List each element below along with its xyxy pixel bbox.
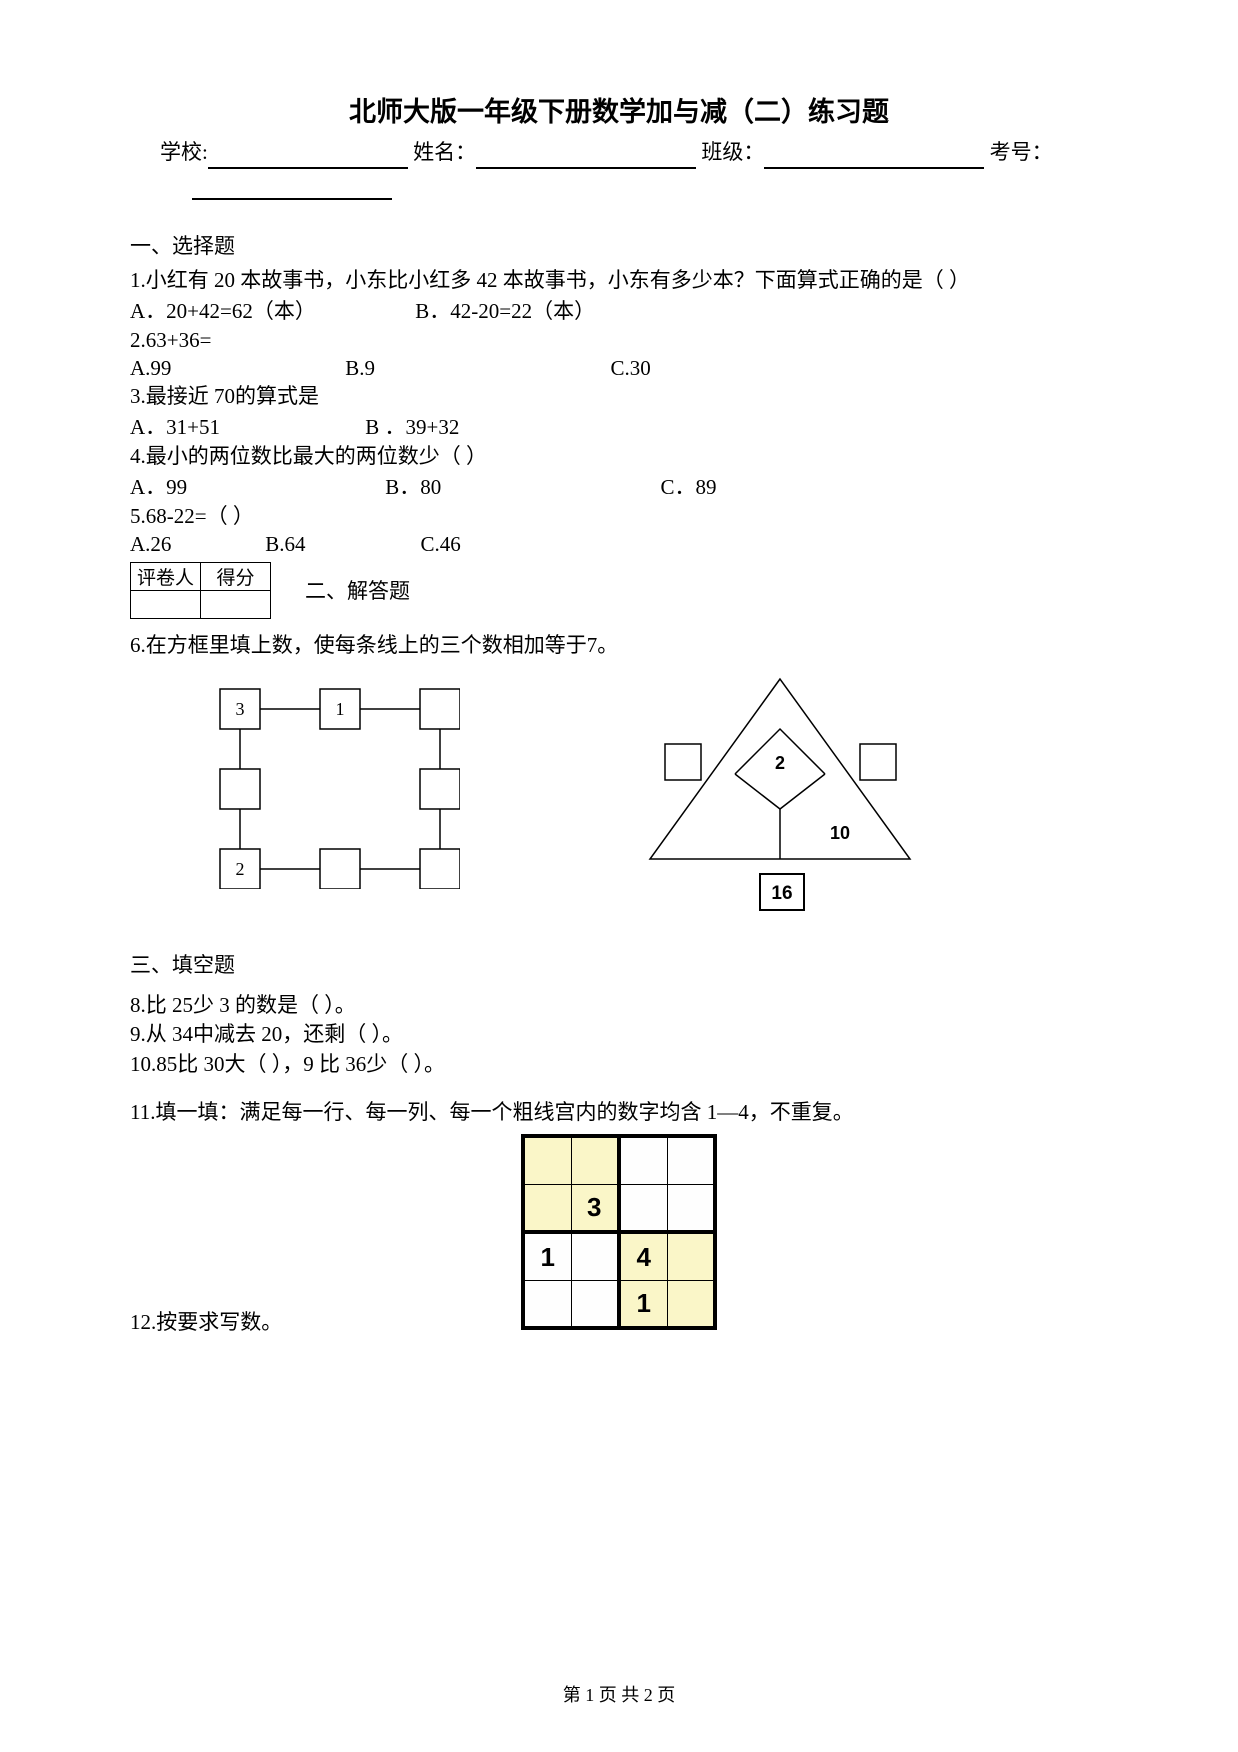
- sudoku-cell: [523, 1136, 571, 1184]
- section3-heading: 三、填空题: [130, 949, 1108, 979]
- question-1-options: A．20+42=62（本） B．42-20=22（本）: [130, 295, 1108, 325]
- question-10: 10.85比 30大（ ），9 比 36少（ ）。: [130, 1050, 1108, 1078]
- question-2: 2.63+36=: [130, 326, 1108, 354]
- question-3-options: A．31+51 B ．39+32: [130, 411, 1108, 441]
- sudoku-cell: [571, 1136, 619, 1184]
- triangle-diagram: 2 10 16: [620, 669, 940, 929]
- sudoku-grid: 3141: [521, 1134, 717, 1330]
- q1-opt-b: B．42-20=22（本）: [415, 295, 595, 325]
- exam-blank: [192, 177, 392, 200]
- sudoku-cell: [619, 1184, 667, 1232]
- score-table: 评卷人 得分: [130, 562, 271, 619]
- score-and-section2: 评卷人 得分 二、解答题: [130, 558, 1108, 623]
- page-footer: 第 1 页 共 2 页: [0, 1681, 1238, 1707]
- sudoku-cell: [667, 1184, 715, 1232]
- q3-opt-a: A．31+51: [130, 411, 360, 441]
- question-5-options: A.26 B.64 C.46: [130, 532, 1108, 557]
- svg-text:10: 10: [830, 823, 850, 843]
- name-blank: [476, 145, 696, 168]
- svg-text:2: 2: [775, 753, 785, 773]
- q5-opt-b: B.64: [265, 532, 415, 557]
- q1-opt-a: A．20+42=62（本）: [130, 295, 410, 325]
- svg-text:2: 2: [236, 859, 245, 879]
- question-11: 11.填一填：满足每一行、每一列、每一个粗线宫内的数字均含 1—4，不重复。: [130, 1098, 1108, 1126]
- name-label: 姓名：: [413, 140, 476, 164]
- q2-opt-b: B.9: [345, 356, 605, 381]
- q5-opt-a: A.26: [130, 532, 260, 557]
- q4-opt-b: B．80: [385, 471, 655, 501]
- question-4: 4.最小的两位数比最大的两位数少（ ）: [130, 442, 1108, 470]
- sudoku-cell: 3: [571, 1184, 619, 1232]
- question-5: 5.68-22=（ ）: [130, 502, 1108, 530]
- section1-heading: 一、选择题: [130, 230, 1108, 260]
- sudoku-container: 3141: [130, 1134, 1108, 1330]
- svg-text:16: 16: [771, 883, 792, 904]
- question-1: 1.小红有 20 本故事书，小东比小红多 42 本故事书，小东有多少本？下面算式…: [130, 266, 1108, 294]
- page-container: 北师大版一年级下册数学加与减（二）练习题 学校: 姓名： 班级： 考号： 一、选…: [0, 0, 1238, 1378]
- box-network-diagram: 3 1 2: [180, 669, 460, 889]
- q4-opt-a: A．99: [130, 471, 380, 501]
- question-6: 6.在方框里填上数，使每条线上的三个数相加等于7。: [130, 631, 1108, 659]
- school-label: 学校:: [160, 140, 208, 164]
- sudoku-cell: [667, 1232, 715, 1280]
- question-3: 3.最接近 70的算式是: [130, 382, 1108, 410]
- sudoku-cell: [571, 1232, 619, 1280]
- header-fields: 学校: 姓名： 班级： 考号：: [160, 137, 1108, 200]
- q2-opt-c: C.30: [611, 356, 651, 381]
- q3-opt-b: B ．39+32: [365, 411, 459, 441]
- score-col2: 得分: [201, 562, 271, 590]
- sudoku-cell: 4: [619, 1232, 667, 1280]
- diagram-row: 3 1 2 2 10 16: [180, 669, 1108, 929]
- question-4-options: A．99 B．80 C．89: [130, 471, 1108, 501]
- question-2-options: A.99 B.9 C.30: [130, 356, 1108, 381]
- score-col1: 评卷人: [131, 562, 201, 590]
- sudoku-cell: [523, 1184, 571, 1232]
- svg-text:3: 3: [236, 699, 245, 719]
- class-blank: [764, 145, 984, 168]
- svg-text:1: 1: [336, 699, 345, 719]
- sudoku-cell: [667, 1136, 715, 1184]
- q4-opt-c: C．89: [661, 471, 717, 501]
- q5-opt-c: C.46: [421, 532, 461, 557]
- question-12: 12.按要求写数。: [130, 1308, 1108, 1336]
- document-title: 北师大版一年级下册数学加与减（二）练习题: [130, 90, 1108, 129]
- question-9: 9.从 34中减去 20，还剩（ ）。: [130, 1020, 1108, 1048]
- class-label: 班级：: [701, 140, 764, 164]
- score-blank2: [201, 590, 271, 618]
- exam-label: 考号：: [990, 140, 1053, 164]
- q2-opt-a: A.99: [130, 356, 340, 381]
- school-blank: [208, 145, 408, 168]
- sudoku-cell: [619, 1136, 667, 1184]
- sudoku-cell: 1: [523, 1232, 571, 1280]
- score-blank1: [131, 590, 201, 618]
- question-8: 8.比 25少 3 的数是（ ）。: [130, 991, 1108, 1019]
- section2-heading: 二、解答题: [305, 575, 410, 605]
